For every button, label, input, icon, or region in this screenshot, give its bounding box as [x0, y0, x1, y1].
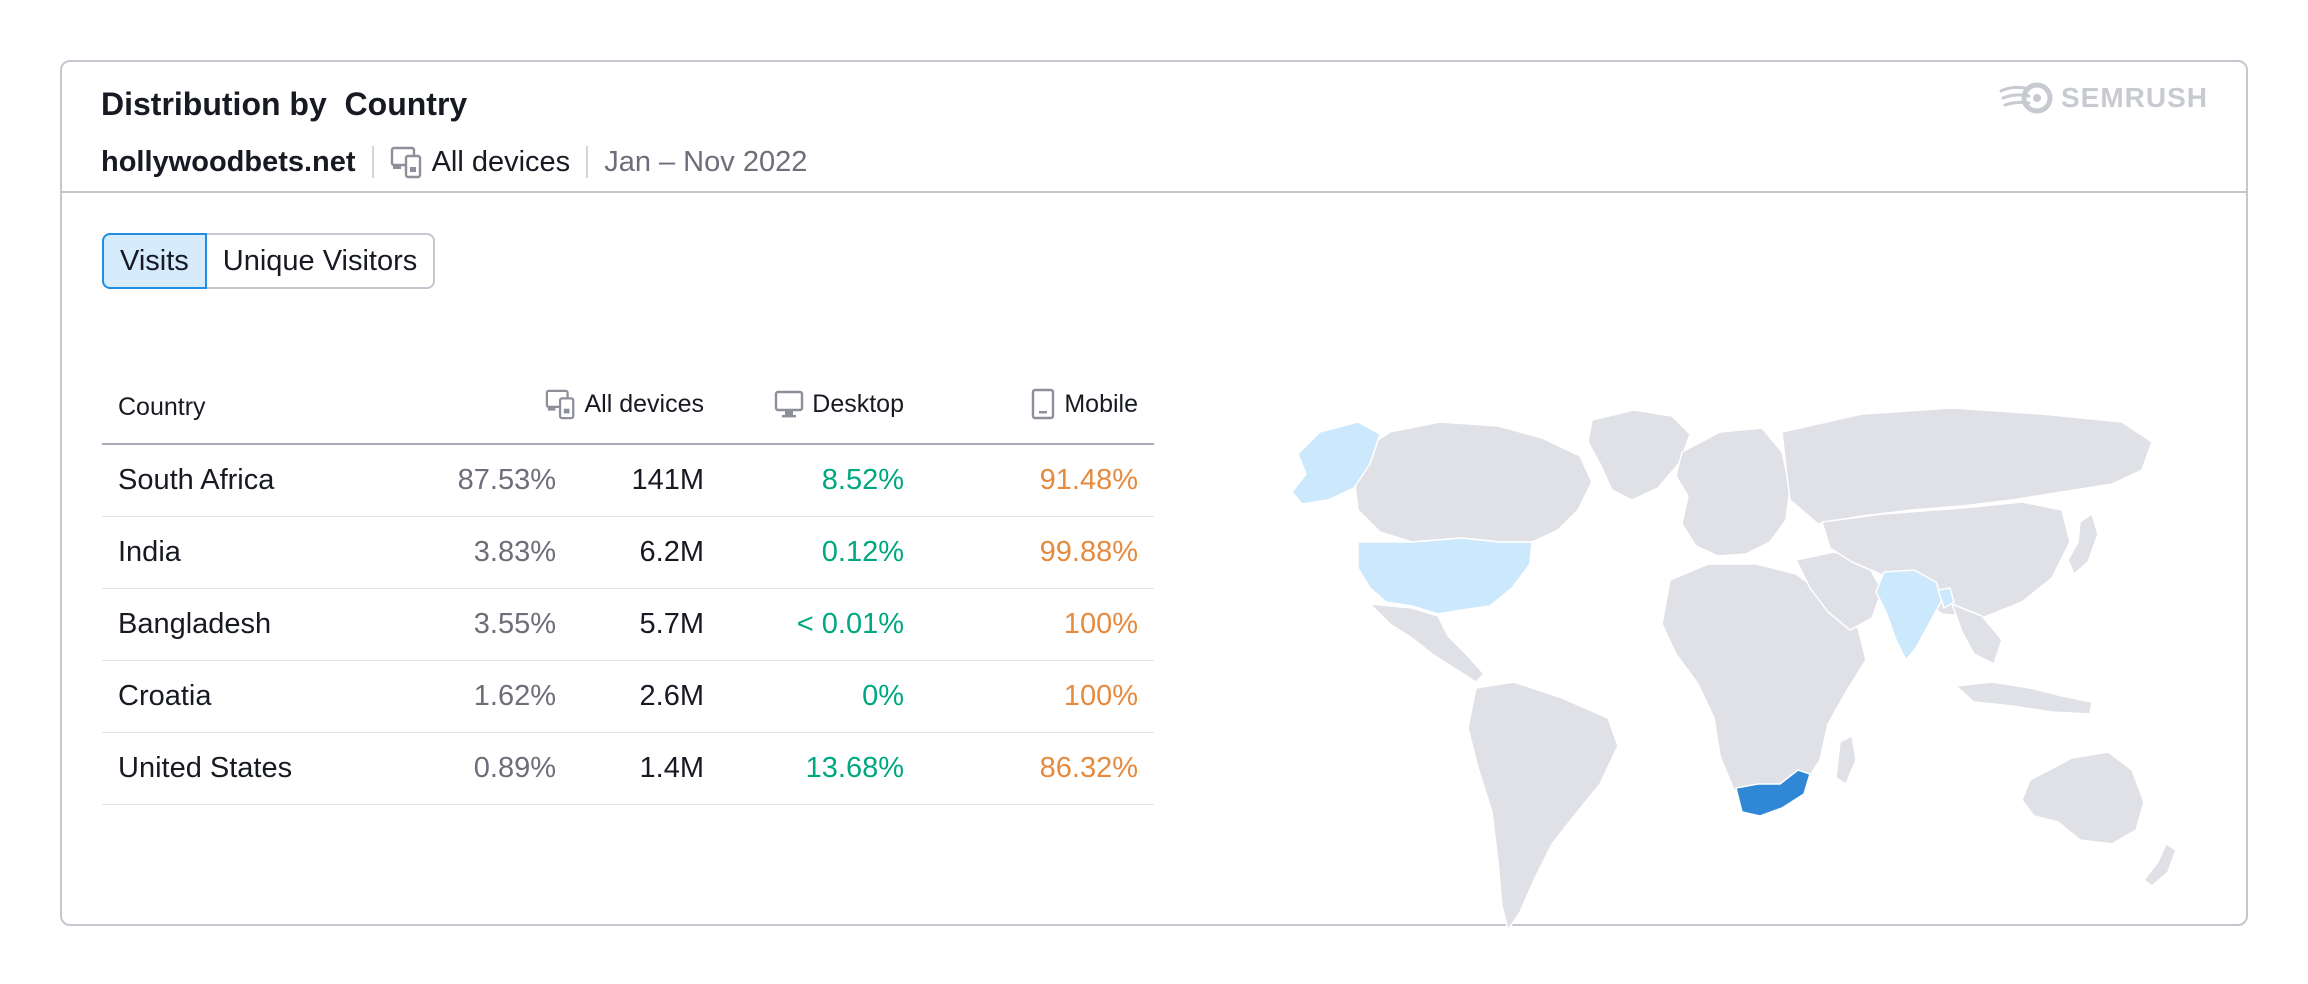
row-mobile: 86.32%: [920, 732, 1154, 805]
row-desktop: 8.52%: [720, 444, 920, 517]
map-region-bangladesh: [1937, 587, 1955, 609]
row-visits: 5.7M: [572, 588, 720, 661]
col-all-devices-label: All devices: [584, 389, 705, 418]
world-map: [1262, 392, 2202, 952]
map-region-south-america: [1467, 681, 1619, 931]
row-visits: 2.6M: [572, 660, 720, 733]
widget-subtitle: hollywoodbets.net All devices Jan – Nov …: [101, 142, 807, 182]
col-country[interactable]: Country: [102, 372, 392, 445]
row-mobile: 100%: [920, 660, 1154, 733]
table-row[interactable]: United States 0.89% 1.4M 13.68% 86.32%: [102, 732, 1154, 805]
col-mobile[interactable]: Mobile: [920, 372, 1154, 445]
table-header-row: Country All devices: [102, 372, 1154, 445]
map-region-africa: [1661, 563, 1867, 807]
date-range: Jan – Nov 2022: [604, 145, 808, 178]
widget-header: Distribution by Country hollywoodbets.ne…: [62, 62, 2246, 193]
world-map-svg: [1291, 407, 2177, 931]
map-region-indonesia: [1955, 681, 2093, 715]
map-region-india: [1875, 569, 1943, 661]
col-all-devices[interactable]: All devices: [392, 372, 720, 445]
map-region-australia: [2021, 751, 2145, 845]
row-visits: 1.4M: [572, 732, 720, 805]
table-row[interactable]: India 3.83% 6.2M 0.12% 99.88%: [102, 516, 1154, 589]
row-mobile: 91.48%: [920, 444, 1154, 517]
map-region-south-africa: [1735, 769, 1811, 817]
distribution-widget: Distribution by Country hollywoodbets.ne…: [60, 60, 2248, 931]
widget-title: Distribution by Country: [101, 86, 468, 122]
map-region-europe: [1675, 427, 1791, 557]
row-country: Croatia: [102, 660, 392, 733]
row-visits: 6.2M: [572, 516, 720, 589]
map-region-united-states: [1357, 537, 1533, 615]
row-country: United States: [102, 732, 392, 805]
row-share: 1.62%: [392, 660, 572, 733]
country-table: Country All devices: [102, 372, 1154, 805]
map-region-mexico: [1369, 603, 1485, 683]
visits-toggle-button[interactable]: Visits: [102, 233, 207, 289]
row-share: 3.55%: [392, 588, 572, 661]
row-country: Bangladesh: [102, 588, 392, 661]
map-region-madagascar: [1835, 735, 1857, 785]
map-region-japan: [2067, 513, 2099, 575]
separator: [371, 146, 374, 178]
row-desktop: 13.68%: [720, 732, 920, 805]
metric-toggle: Visits Unique Visitors: [102, 233, 436, 289]
row-desktop: 0.12%: [720, 516, 920, 589]
devices-filter: All devices: [390, 145, 571, 179]
row-mobile: 99.88%: [920, 516, 1154, 589]
brand-logo: SEMRUSH: [1999, 76, 2208, 120]
table-row[interactable]: Bangladesh 3.55% 5.7M < 0.01% 100%: [102, 588, 1154, 661]
mobile-icon: [1032, 388, 1055, 420]
row-visits: 141M: [572, 444, 720, 517]
map-region-russia: [1781, 407, 2153, 525]
col-mobile-label: Mobile: [1064, 389, 1138, 418]
brand-name: SEMRUSH: [2060, 82, 2208, 113]
row-country: South Africa: [102, 444, 392, 517]
devices-label: All devices: [431, 145, 571, 178]
row-desktop: 0%: [720, 660, 920, 733]
row-country: India: [102, 516, 392, 589]
row-share: 0.89%: [392, 732, 572, 805]
all-devices-icon: [390, 146, 421, 179]
row-share: 87.53%: [392, 444, 572, 517]
semrush-logo-icon: [1999, 82, 2053, 114]
row-share: 3.83%: [392, 516, 572, 589]
table-row[interactable]: Croatia 1.62% 2.6M 0% 100%: [102, 660, 1154, 733]
col-desktop-label: Desktop: [812, 389, 904, 418]
map-region-east-asia: [1821, 501, 2071, 619]
map-region-southeast-asia: [1951, 603, 2003, 665]
row-desktop: < 0.01%: [720, 588, 920, 661]
all-devices-icon: [545, 389, 574, 420]
col-desktop[interactable]: Desktop: [720, 372, 920, 445]
separator: [586, 146, 589, 178]
table-row[interactable]: South Africa 87.53% 141M 8.52% 91.48%: [102, 444, 1154, 517]
map-region-new-zealand: [2143, 843, 2177, 887]
map-region-alaska: [1291, 421, 1381, 505]
desktop-icon: [775, 390, 804, 418]
map-region-greenland: [1587, 409, 1691, 501]
domain-name: hollywoodbets.net: [101, 145, 356, 178]
unique-visitors-toggle-button[interactable]: Unique Visitors: [206, 233, 436, 289]
map-region-canada: [1353, 421, 1593, 543]
row-mobile: 100%: [920, 588, 1154, 661]
